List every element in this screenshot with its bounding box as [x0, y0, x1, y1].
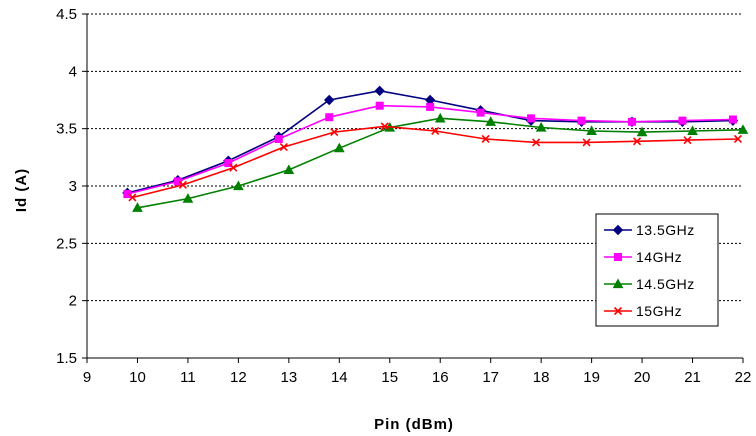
- x-axis-title: Pin (dBm): [374, 416, 454, 433]
- data-point: [374, 85, 385, 97]
- data-point: [586, 125, 597, 136]
- data-point: [683, 136, 692, 145]
- data-point: [426, 102, 435, 111]
- x-tick-label: 10: [129, 369, 146, 386]
- data-point: [535, 121, 547, 132]
- data-point: [182, 193, 194, 203]
- x-tick-label: 16: [432, 369, 449, 386]
- x-tick-label: 21: [684, 369, 701, 386]
- data-point: [532, 138, 541, 147]
- y-tick-label: 2.5: [56, 235, 77, 252]
- data-point: [274, 134, 283, 143]
- y-tick-label: 3.5: [56, 121, 77, 138]
- data-point: [577, 116, 586, 125]
- series-2: [132, 112, 749, 212]
- legend-label: 15GHz: [636, 303, 682, 319]
- legend-marker: [613, 306, 623, 316]
- data-point: [325, 113, 334, 122]
- legend-label: 14GHz: [636, 249, 682, 265]
- data-point: [476, 108, 485, 117]
- x-tick-label: 22: [735, 369, 752, 386]
- legend: 13.5GHz 14GHz 14.5GHz 15GHz: [595, 213, 719, 327]
- legend-marker: [612, 224, 624, 236]
- data-point: [279, 142, 288, 152]
- data-point: [632, 137, 642, 146]
- data-point: [627, 117, 636, 126]
- data-point: [380, 122, 389, 131]
- legend-item: 14GHz: [604, 249, 682, 265]
- y-tick-label: 1.5: [56, 350, 77, 367]
- data-point: [737, 124, 749, 134]
- series-group: [122, 85, 749, 212]
- data-point: [333, 142, 345, 153]
- data-point: [485, 116, 497, 126]
- legend-item: 15GHz: [604, 303, 682, 319]
- data-point: [678, 116, 687, 125]
- x-tick-label: 9: [83, 369, 91, 386]
- data-point: [123, 190, 132, 199]
- legend-item: 13.5GHz: [604, 222, 695, 238]
- x-tick-label: 18: [533, 369, 550, 386]
- data-point: [733, 134, 743, 144]
- data-point: [687, 125, 698, 136]
- y-tick-label: 2: [69, 293, 77, 310]
- y-axis-title: Id (A): [13, 168, 30, 212]
- legend-marker: [614, 253, 622, 261]
- x-tick-label: 17: [482, 369, 499, 386]
- data-point: [582, 138, 591, 147]
- data-point: [224, 159, 233, 168]
- series-line: [127, 104, 733, 195]
- x-tick-label: 19: [583, 369, 600, 386]
- legend-item: 14.5GHz: [604, 276, 695, 292]
- data-point: [434, 112, 446, 123]
- x-tick-label: 14: [331, 369, 348, 386]
- x-tick-label: 15: [381, 369, 398, 386]
- x-tick-label: 11: [180, 369, 196, 386]
- data-point: [324, 94, 335, 106]
- y-tick-label: 4.5: [56, 6, 77, 23]
- data-point: [330, 128, 339, 137]
- data-point: [132, 202, 143, 212]
- legend-label: 14.5GHz: [636, 276, 695, 292]
- data-point: [173, 177, 182, 186]
- legend-marker: [612, 278, 624, 289]
- data-point: [481, 134, 490, 144]
- data-point: [431, 126, 440, 136]
- data-point: [178, 180, 187, 189]
- y-tick-label: 3: [69, 178, 77, 195]
- data-point: [283, 164, 295, 175]
- tick-labels: 1.5 2 2.5 3 3.5 4 4.5 9 10 11 12 13 14 15 16 17 18 19 20 21…: [56, 6, 751, 386]
- data-point: [233, 180, 244, 191]
- x-tick-label: 13: [281, 369, 298, 386]
- x-tick-label: 20: [634, 369, 651, 386]
- legend-label: 13.5GHz: [636, 222, 695, 238]
- series-3: [128, 122, 743, 202]
- series-1: [123, 101, 737, 199]
- y-tick-label: 4: [69, 63, 77, 80]
- data-point: [375, 101, 384, 110]
- x-tick-label: 12: [230, 369, 247, 386]
- data-point: [128, 193, 137, 202]
- data-point: [728, 115, 737, 124]
- data-point: [527, 114, 536, 123]
- data-point: [229, 163, 238, 172]
- data-point: [636, 126, 648, 137]
